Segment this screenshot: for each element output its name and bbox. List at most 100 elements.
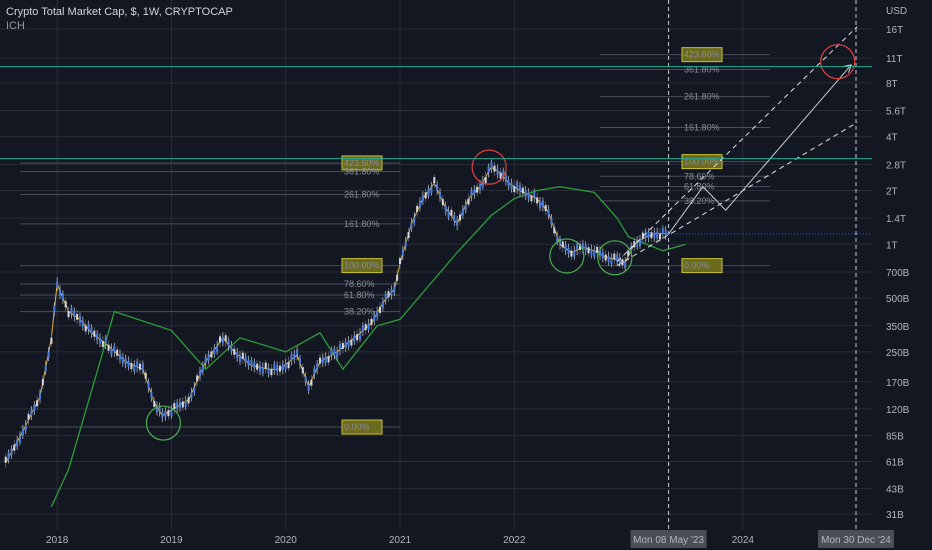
candle-body <box>201 365 204 372</box>
y-tick-label: 4T <box>886 133 898 144</box>
y-tick-label: 1T <box>886 240 898 251</box>
y-tick-label: 2T <box>886 186 898 197</box>
candle-body <box>56 281 59 288</box>
candle-body <box>410 222 413 229</box>
y-axis[interactable]: USD 16T 11T 8T 5.6T 4T 2.8T 2T 1.4T 1T 700B 500B 350… <box>872 0 932 550</box>
candle-body <box>281 364 284 371</box>
candle-body <box>341 342 344 349</box>
candle-body <box>516 182 519 189</box>
x-tick-label: 2020 <box>275 535 298 546</box>
candle-body <box>484 176 487 183</box>
candle-body <box>636 240 639 247</box>
candle-body <box>661 228 664 235</box>
candle-body <box>270 369 273 376</box>
candle-body <box>10 448 13 455</box>
candle-body <box>213 348 216 355</box>
candle-body <box>447 211 450 218</box>
candle-body <box>527 192 530 199</box>
fib-left-label: 100.00% <box>344 261 380 271</box>
candle-body <box>155 406 158 413</box>
candle-body <box>176 402 179 409</box>
candle-body <box>639 239 641 246</box>
candle-body <box>13 444 16 451</box>
fib-right-label: 261.80% <box>684 92 720 102</box>
fib-left-label: 361.80% <box>344 167 380 177</box>
candle-body <box>107 344 110 351</box>
fib-left-box <box>341 258 383 274</box>
candle-body <box>459 214 461 221</box>
candle-body <box>490 162 493 169</box>
candle-body <box>524 190 527 197</box>
fib-left-label: 0.00% <box>344 422 370 432</box>
candle-body <box>296 349 299 356</box>
candle-body <box>381 302 384 309</box>
fib-right-label: 0.00% <box>684 261 710 271</box>
candle-body <box>327 356 330 363</box>
candle-body <box>90 327 93 334</box>
candle-body <box>153 400 156 407</box>
candle-body <box>167 410 170 417</box>
fib-right-label: 361.80% <box>684 64 720 74</box>
candle-body <box>453 215 456 222</box>
fib-left-box <box>341 155 383 171</box>
candle-body <box>659 233 661 240</box>
candle-body <box>239 355 241 362</box>
grid-lines <box>0 0 872 530</box>
candle-body <box>616 254 619 261</box>
highlight-circle <box>597 240 633 276</box>
candle-body <box>67 311 70 318</box>
candle-body <box>573 250 576 257</box>
candle-body <box>470 190 473 197</box>
x-axis[interactable]: 2018 2019 2020 2021 2022 2024 Mon 08 May '23 Mo… <box>0 530 932 550</box>
fib-right-label: 100.00% <box>684 157 720 167</box>
candle-body <box>293 353 296 360</box>
candle-body <box>587 247 590 254</box>
candle-body <box>581 243 584 250</box>
y-axis-unit-label: USD <box>886 6 907 17</box>
candle-body <box>473 188 476 195</box>
candle-body <box>59 289 61 296</box>
candle-body <box>264 362 267 369</box>
y-tick-label: 11T <box>886 54 903 65</box>
candle-body <box>353 335 356 342</box>
candle-body <box>161 411 164 418</box>
candle-body <box>613 253 616 260</box>
candle-body <box>650 232 653 239</box>
y-tick-label: 31B <box>886 510 904 521</box>
candle-body <box>644 231 647 238</box>
candle-body <box>259 365 261 372</box>
indicator-label[interactable]: ICH <box>6 20 25 32</box>
candle-body <box>547 209 550 216</box>
y-tick-label: 8T <box>886 79 898 90</box>
candle-body <box>653 232 656 239</box>
candle-body <box>16 440 19 447</box>
x-tick-label: 2022 <box>503 535 526 546</box>
candle-body <box>436 184 439 191</box>
candle-body <box>393 286 396 293</box>
candle-body <box>413 217 416 224</box>
candle-body <box>141 363 144 370</box>
candle-body <box>450 209 453 216</box>
candle-body <box>627 250 630 257</box>
candle-body <box>559 238 561 245</box>
y-tick-label: 350B <box>886 322 910 333</box>
y-tick-label: 1.4T <box>886 214 906 225</box>
candle-body <box>221 337 224 344</box>
candle-body <box>70 307 73 314</box>
candle-body <box>273 363 276 370</box>
channel-upper-line <box>616 26 858 262</box>
candle-body <box>304 376 307 383</box>
candle-body <box>384 293 387 300</box>
candle-body <box>313 368 316 375</box>
y-tick-label: 250B <box>886 348 910 359</box>
candle-body <box>593 250 596 257</box>
candle-body <box>579 243 581 250</box>
candle-body <box>104 337 107 344</box>
candle-body <box>564 244 567 251</box>
fib-right-label: 78.60% <box>684 171 715 181</box>
candle-body <box>199 370 201 377</box>
candle-body <box>502 170 505 177</box>
candle-body <box>361 325 364 332</box>
candle-body <box>504 174 507 181</box>
